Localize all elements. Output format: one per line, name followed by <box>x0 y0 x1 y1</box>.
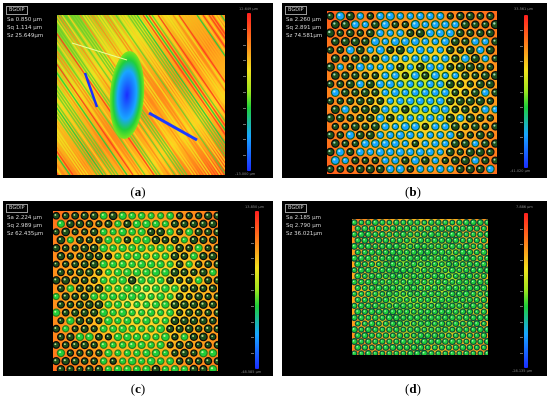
caption-b: (b) <box>405 184 421 199</box>
scale-ticks <box>507 213 523 368</box>
sq-value: Sq 1.114 µm <box>7 25 43 31</box>
scale-min-label: -13.000 µm <box>235 172 256 176</box>
sa-value: Sa 2.260 µm <box>286 17 321 23</box>
height-scale-bar <box>524 15 528 168</box>
height-scale-bar <box>247 13 251 171</box>
scale-max-label: 13.850 µm <box>245 205 264 209</box>
sa-value: Sa 2.224 µm <box>7 215 42 221</box>
software-tag: BGDIP <box>6 6 28 15</box>
panel-b: BGDIP Sa 2.260 µm Sq 2.891 µm Sz 74.581µ… <box>282 3 547 178</box>
roughness-stats: Sa 2.260 µm Sq 2.891 µm Sz 74.581µm <box>286 16 322 40</box>
scale-min-label: -41.020 µm <box>510 169 531 173</box>
sq-value: Sq 2.790 µm <box>286 223 322 229</box>
panel-c: BGDIP Sa 2.224 µm Sq 2.989 µm Sz 62.435µ… <box>3 201 273 376</box>
software-tag: BGDIP <box>6 204 28 213</box>
height-scale-bar <box>255 211 259 369</box>
roughness-stats: Sa 0.850 µm Sq 1.114 µm Sz 25.649µm <box>7 16 43 40</box>
scale-max-label: 7.886 µm <box>516 205 533 209</box>
scale-min-label: -48.585 µm <box>241 370 262 374</box>
sz-value: Sz 36.021µm <box>286 231 323 237</box>
height-scale-bar <box>524 213 528 368</box>
software-tag: BGDIP <box>285 204 307 213</box>
scale-ticks <box>507 15 523 168</box>
scale-ticks <box>238 211 254 369</box>
sq-value: Sq 2.891 µm <box>286 25 322 31</box>
panel-a: BGDIP Sa 0.850 µm Sq 1.114 µm Sz 25.649µ… <box>3 3 273 178</box>
sz-value: Sz 74.581µm <box>286 33 323 39</box>
scale-max-label: 33.561 µm <box>514 7 533 11</box>
caption-a: (a) <box>130 184 146 199</box>
sz-value: Sz 25.649µm <box>7 33 44 39</box>
sq-value: Sq 2.989 µm <box>7 223 43 229</box>
sa-value: Sa 0.850 µm <box>7 17 42 23</box>
roughness-stats: Sa 2.224 µm Sq 2.989 µm Sz 62.435µm <box>7 214 43 238</box>
surface-map-d <box>352 219 488 355</box>
scale-max-label: 12.649 µm <box>239 7 258 11</box>
software-tag: BGDIP <box>285 6 307 15</box>
surface-map-c <box>53 211 218 371</box>
roughness-stats: Sa 2.185 µm Sq 2.790 µm Sz 36.021µm <box>286 214 322 238</box>
surface-map-a <box>57 15 225 175</box>
surface-map-b <box>327 11 497 174</box>
scale-ticks <box>230 13 246 171</box>
sz-value: Sz 62.435µm <box>7 231 44 237</box>
caption-d: (d) <box>405 381 421 396</box>
panel-d: BGDIP Sa 2.185 µm Sq 2.790 µm Sz 36.021µ… <box>282 201 547 376</box>
caption-c: (c) <box>130 381 146 396</box>
sa-value: Sa 2.185 µm <box>286 215 321 221</box>
scale-min-label: -28.135 µm <box>512 369 533 373</box>
